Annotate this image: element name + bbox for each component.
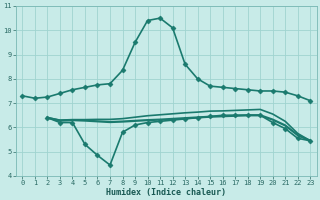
- X-axis label: Humidex (Indice chaleur): Humidex (Indice chaleur): [106, 188, 226, 197]
